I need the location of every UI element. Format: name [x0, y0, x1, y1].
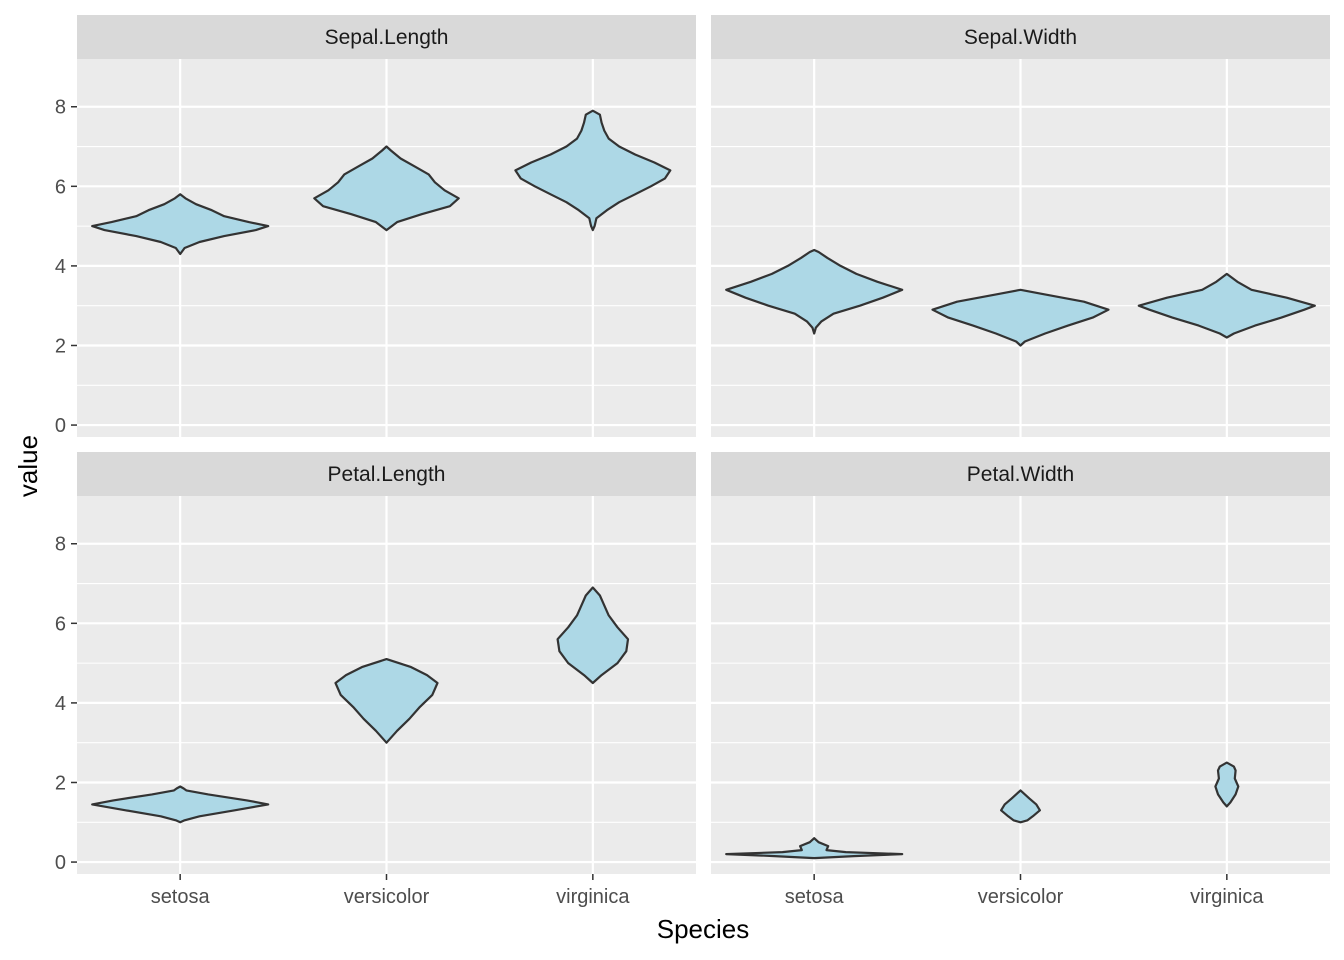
violin-petal-length-versicolor: [334, 658, 439, 744]
strip-label-petal-width: Petal.Width: [967, 463, 1074, 486]
x-tick-label-virginica: virginica: [1190, 886, 1264, 908]
strip-label-sepal-width: Sepal.Width: [964, 26, 1077, 49]
axes-layer: 0 2 4 6 8 0 2 4 6 8 setosa versicolor virginica setos…: [55, 97, 1265, 908]
violin-petal-length-setosa: [91, 785, 270, 824]
violin-sepal-width-setosa: [725, 248, 904, 335]
strip-sepal-width: [711, 15, 1330, 59]
facet-petal-length: Petal.Length: [77, 452, 696, 874]
x-tick-label-setosa: setosa: [151, 886, 211, 908]
y-tick-label: 4: [55, 256, 66, 278]
y-tick-label: 0: [55, 852, 66, 874]
strip-label-petal-length: Petal.Length: [328, 463, 446, 486]
violin-petal-length-virginica: [556, 586, 630, 685]
violin-sepal-width-virginica: [1137, 272, 1316, 339]
violin-sepal-length-setosa: [91, 193, 270, 256]
facet-panels: Sepal.Length Sepal.Width Petal.Length Petal…: [77, 15, 1330, 874]
facet-petal-width: Petal.Width: [711, 452, 1330, 874]
y-tick-label: 6: [55, 613, 66, 635]
violin-sepal-length-virginica: [514, 109, 672, 232]
strip-petal-width: [711, 452, 1330, 496]
violin-petal-width-setosa: [725, 837, 904, 860]
facet-sepal-length: Sepal.Length: [77, 15, 696, 437]
facet-sepal-width: Sepal.Width: [711, 15, 1330, 437]
strip-label-sepal-length: Sepal.Length: [325, 26, 449, 49]
strip-sepal-length: [77, 15, 696, 59]
y-tick-label: 6: [55, 176, 66, 198]
x-tick-label-setosa: setosa: [785, 886, 845, 908]
x-tick-label-versicolor: versicolor: [978, 886, 1064, 908]
y-tick-label: 8: [55, 534, 66, 556]
violin-petal-width-versicolor: [1000, 789, 1041, 824]
y-tick-label: 2: [55, 772, 66, 794]
y-tick-label: 0: [55, 415, 66, 437]
y-tick-label: 2: [55, 335, 66, 357]
strip-petal-length: [77, 452, 696, 496]
x-axis-title: Species: [657, 914, 750, 944]
y-tick-label: 4: [55, 693, 66, 715]
violin-sepal-width-versicolor: [931, 288, 1110, 347]
y-axis-title: value: [13, 435, 43, 497]
x-tick-label-versicolor: versicolor: [344, 886, 430, 908]
violin-petal-width-virginica: [1214, 761, 1240, 808]
y-tick-label: 8: [55, 97, 66, 119]
violin-sepal-length-versicolor: [313, 145, 460, 232]
x-tick-label-virginica: virginica: [556, 886, 630, 908]
